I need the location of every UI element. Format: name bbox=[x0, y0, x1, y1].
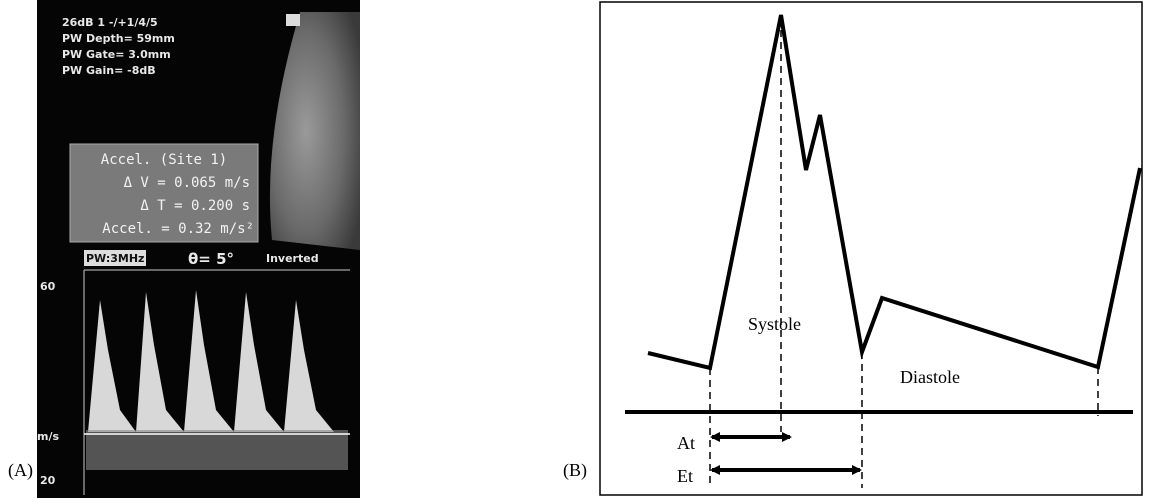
figure: (A) 26dB 1 -/+1/4/5 PW Depth= 59mm PW Ga… bbox=[0, 0, 1149, 498]
mode-text: Inverted bbox=[266, 252, 319, 265]
panel-label: (A) bbox=[8, 460, 33, 481]
angle-text: θ= 5° bbox=[188, 250, 234, 268]
probe-text: PW:3MHz bbox=[86, 252, 144, 265]
header-text: 26dB 1 -/+1/4/5 bbox=[62, 16, 158, 29]
diagram-frame bbox=[600, 2, 1142, 495]
header-text: PW Gain= -8dB bbox=[62, 64, 156, 77]
marker bbox=[286, 14, 300, 26]
et-label: Et bbox=[677, 466, 693, 486]
at-label: At bbox=[677, 433, 695, 453]
accel-text: Δ V = 0.065 m/s bbox=[124, 175, 250, 191]
page: {"panel_a": {"label": "(A)", "header": [… bbox=[0, 0, 1149, 498]
accel-text: Δ T = 0.200 s bbox=[140, 198, 250, 214]
accel-text: Accel. (Site 1) bbox=[101, 152, 227, 168]
systole-label: Systole bbox=[748, 314, 801, 334]
diastole-label: Diastole bbox=[900, 367, 960, 387]
scale-label: m/s bbox=[37, 430, 59, 443]
header-text: PW Gate= 3.0mm bbox=[62, 48, 171, 61]
header-text: PW Depth= 59mm bbox=[62, 32, 175, 45]
scale-label: 20 bbox=[40, 474, 56, 487]
scale-label: 60 bbox=[40, 280, 56, 293]
waveform bbox=[648, 15, 1140, 368]
panel-label: (B) bbox=[563, 460, 587, 481]
accel-text: Accel. = 0.32 m/s² bbox=[102, 221, 254, 237]
